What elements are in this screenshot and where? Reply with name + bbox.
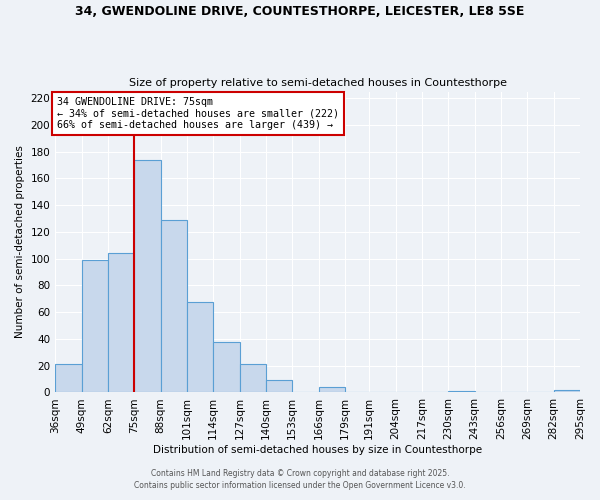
Bar [187,302,213,392]
Bar [213,342,239,392]
Y-axis label: Number of semi-detached properties: Number of semi-detached properties [15,146,25,338]
Bar [161,220,187,392]
Bar [319,387,345,392]
Text: 34, GWENDOLINE DRIVE, COUNTESTHORPE, LEICESTER, LE8 5SE: 34, GWENDOLINE DRIVE, COUNTESTHORPE, LEI… [76,5,524,18]
Title: Size of property relative to semi-detached houses in Countesthorpe: Size of property relative to semi-detach… [128,78,506,88]
Bar [108,254,134,392]
Bar [266,380,292,392]
Bar [448,391,475,392]
Bar [134,160,161,392]
X-axis label: Distribution of semi-detached houses by size in Countesthorpe: Distribution of semi-detached houses by … [153,445,482,455]
Bar [82,260,108,392]
Text: Contains HM Land Registry data © Crown copyright and database right 2025.
Contai: Contains HM Land Registry data © Crown c… [134,469,466,490]
Text: 34 GWENDOLINE DRIVE: 75sqm
← 34% of semi-detached houses are smaller (222)
66% o: 34 GWENDOLINE DRIVE: 75sqm ← 34% of semi… [57,97,339,130]
Bar [55,364,82,392]
Bar [554,390,580,392]
Bar [239,364,266,392]
